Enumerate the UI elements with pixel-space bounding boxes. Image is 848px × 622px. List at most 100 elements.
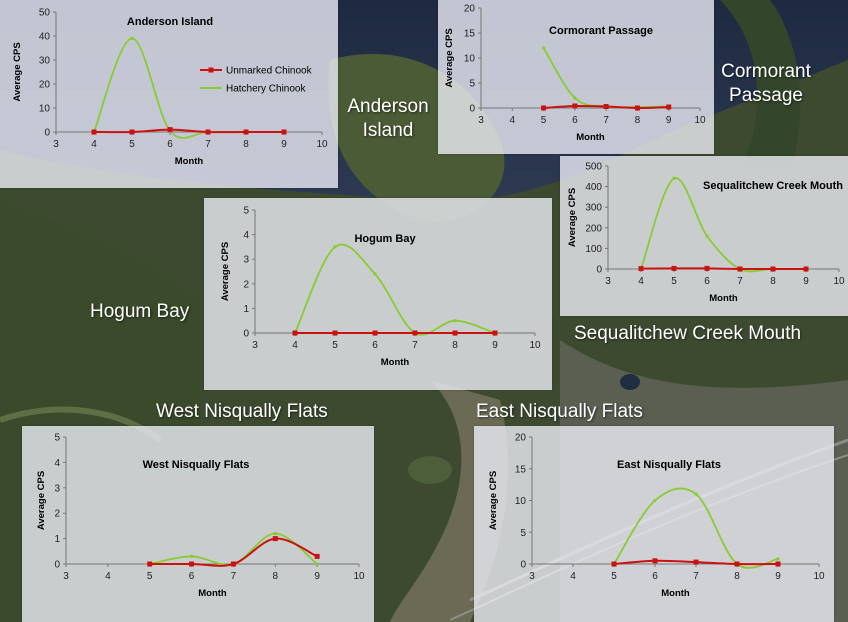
data-point-marker: [205, 129, 211, 135]
x-axis-label: Month: [576, 132, 605, 143]
x-tick-label: 9: [281, 139, 287, 150]
data-point-marker: [167, 127, 173, 133]
data-point-marker: [91, 129, 97, 135]
legend-marker-unmarked: [208, 67, 214, 73]
series-unmarked-chinook: [541, 103, 672, 111]
map-label-line: West Nisqually Flats: [156, 401, 328, 422]
series-hatchery-chinook: [293, 243, 497, 336]
chart-sequalitchew: 0 100 200 300 400 500 3 4 5 6 7 8 9 10 Sequalitchew Cr…: [567, 162, 845, 305]
x-tick-label: 8: [452, 340, 458, 351]
x-tick-label: 4: [91, 139, 97, 150]
x-tick-label: 8: [243, 139, 249, 150]
chart-title: West Nisqually Flats: [143, 459, 250, 471]
y-tick-label: 0: [596, 265, 602, 276]
x-axis-label: Month: [198, 588, 227, 599]
series-unmarked-chinook: [292, 330, 498, 336]
data-point-marker: [333, 245, 337, 249]
chart-anderson: 0 10 20 30 40 50 3 4 5 6 7 8 9 10 Anderson Island Month…: [12, 8, 328, 168]
x-tick-label: 5: [147, 571, 153, 582]
x-tick-label: 9: [314, 571, 320, 582]
data-point-marker: [666, 104, 672, 110]
x-tick-label: 5: [611, 571, 617, 582]
data-point-marker: [314, 553, 320, 559]
x-tick-label: 3: [252, 340, 258, 351]
chart-panel-hogum: 0 1 2 3 4 5 3 4 5 6 7 8 9 10 Hogum Bay Month Average CPS: [204, 198, 552, 390]
y-tick-label: 0: [243, 329, 249, 340]
data-point-marker: [652, 558, 658, 564]
series-line: [93, 128, 284, 134]
data-point-marker: [705, 234, 709, 238]
y-tick-label: 0: [469, 104, 475, 115]
x-tick-label: 8: [734, 571, 740, 582]
y-axis-label: Average CPS: [12, 42, 23, 101]
map-label-line: Anderson: [347, 96, 429, 117]
x-tick-label: 8: [273, 571, 279, 582]
x-tick-label: 3: [478, 115, 484, 126]
y-tick-label: 10: [515, 496, 527, 507]
x-tick-label: 4: [105, 571, 111, 582]
x-tick-label: 8: [770, 276, 776, 287]
map-label-west-nisqually: West Nisqually Flats: [156, 400, 328, 424]
data-point-marker: [373, 272, 377, 276]
y-tick-label: 0: [520, 560, 526, 571]
legend-label-unmarked: Unmarked Chinook: [226, 66, 313, 77]
y-tick-label: 300: [585, 203, 602, 214]
data-point-marker: [332, 330, 338, 336]
data-point-marker: [704, 265, 710, 271]
chart-panel-cormorant: 0 5 10 15 20 3 4 5 6 7 8 9 10 Cormorant Passage Month A…: [438, 0, 714, 154]
y-tick-label: 10: [39, 104, 51, 115]
x-tick-label: 10: [694, 115, 706, 126]
data-point-marker: [130, 36, 134, 40]
chart-legend: Unmarked Chinook Hatchery Chinook: [200, 66, 313, 95]
y-tick-label: 500: [585, 162, 602, 173]
chart-east: 0 5 10 15 20 3 4 5 6 7 8 9 10 East Nisqually Flats Mon…: [488, 433, 825, 600]
x-tick-label: 4: [638, 276, 644, 287]
y-axis-label: Average CPS: [488, 471, 499, 530]
x-tick-label: 6: [652, 571, 658, 582]
y-tick-label: 4: [243, 230, 249, 241]
chart-title: Sequalitchew Creek Mouth: [703, 180, 843, 192]
x-tick-label: 10: [529, 340, 541, 351]
data-point-marker: [412, 330, 418, 336]
chart-panel-anderson: 0 10 20 30 40 50 3 4 5 6 7 8 9 10 Anderson Island Month…: [0, 0, 338, 188]
map-label-line: East Nisqually Flats: [476, 401, 643, 422]
data-point-marker: [372, 330, 378, 336]
y-tick-label: 4: [54, 458, 60, 469]
series-unmarked-chinook: [611, 558, 781, 567]
data-point-marker: [737, 266, 743, 272]
data-point-marker: [452, 330, 458, 336]
data-point-marker: [453, 319, 457, 323]
y-tick-label: 5: [243, 206, 249, 217]
chart-title: East Nisqually Flats: [617, 459, 721, 471]
map-label-hogum-bay: Hogum Bay: [90, 300, 189, 324]
chart-hogum: 0 1 2 3 4 5 3 4 5 6 7 8 9 10 Hogum Bay Month Average CPS: [220, 206, 541, 369]
y-tick-label: 2: [54, 509, 60, 520]
x-tick-label: 6: [572, 115, 578, 126]
data-point-marker: [542, 46, 546, 50]
y-tick-label: 1: [54, 534, 60, 545]
data-point-marker: [273, 532, 277, 536]
y-tick-label: 15: [464, 29, 476, 40]
series-line: [542, 47, 669, 109]
data-point-marker: [776, 557, 780, 561]
x-tick-label: 7: [737, 276, 743, 287]
x-tick-label: 9: [775, 571, 781, 582]
data-point-marker: [653, 499, 657, 502]
x-tick-label: 3: [529, 571, 535, 582]
data-point-marker: [281, 129, 287, 135]
x-tick-label: 5: [129, 139, 135, 150]
y-tick-label: 100: [585, 244, 602, 255]
chart-title: Hogum Bay: [354, 233, 416, 245]
x-tick-label: 9: [492, 340, 498, 351]
map-label-east-nisqually: East Nisqually Flats: [476, 400, 643, 424]
series-unmarked-chinook: [147, 536, 320, 567]
y-tick-label: 20: [39, 80, 51, 91]
map-label-line: Hogum Bay: [90, 301, 190, 322]
y-tick-label: 15: [515, 464, 527, 475]
map-label-line: Passage: [729, 85, 803, 106]
data-point-marker: [572, 103, 578, 109]
x-tick-label: 4: [570, 571, 576, 582]
chart-west: 0 1 2 3 4 5 3 4 5 6 7 8 9 10 West Nisqually Flats Month…: [36, 433, 365, 600]
x-tick-label: 3: [63, 571, 69, 582]
series-line: [640, 267, 806, 271]
